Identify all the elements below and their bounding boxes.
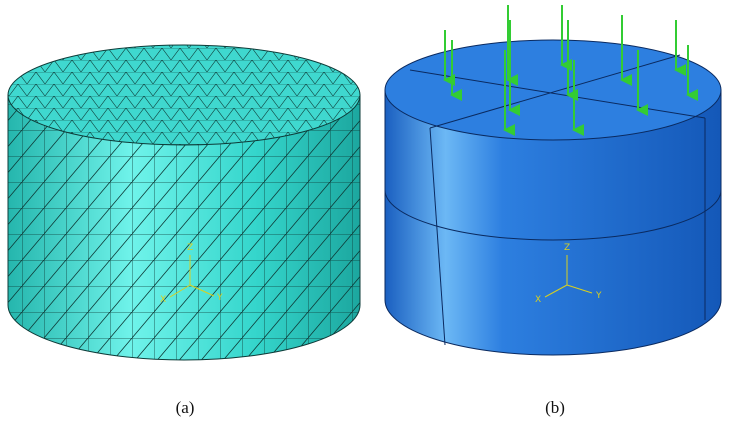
caption: (b) [545,398,565,417]
panel-b: Z X Y (b) [385,5,721,417]
caption: (a) [176,398,195,417]
axis-x: X [535,295,541,305]
axis-z: Z [187,243,193,253]
figure: Z X Y (a) Z X Y (b) [0,0,733,427]
axis-x: X [160,295,166,305]
axis-y: Y [595,291,602,301]
mesh-top [8,45,360,145]
axis-z: Z [564,243,570,253]
panel-a: Z X Y (a) [8,45,360,417]
axis-y: Y [216,293,223,303]
cylinder-top [385,40,721,140]
